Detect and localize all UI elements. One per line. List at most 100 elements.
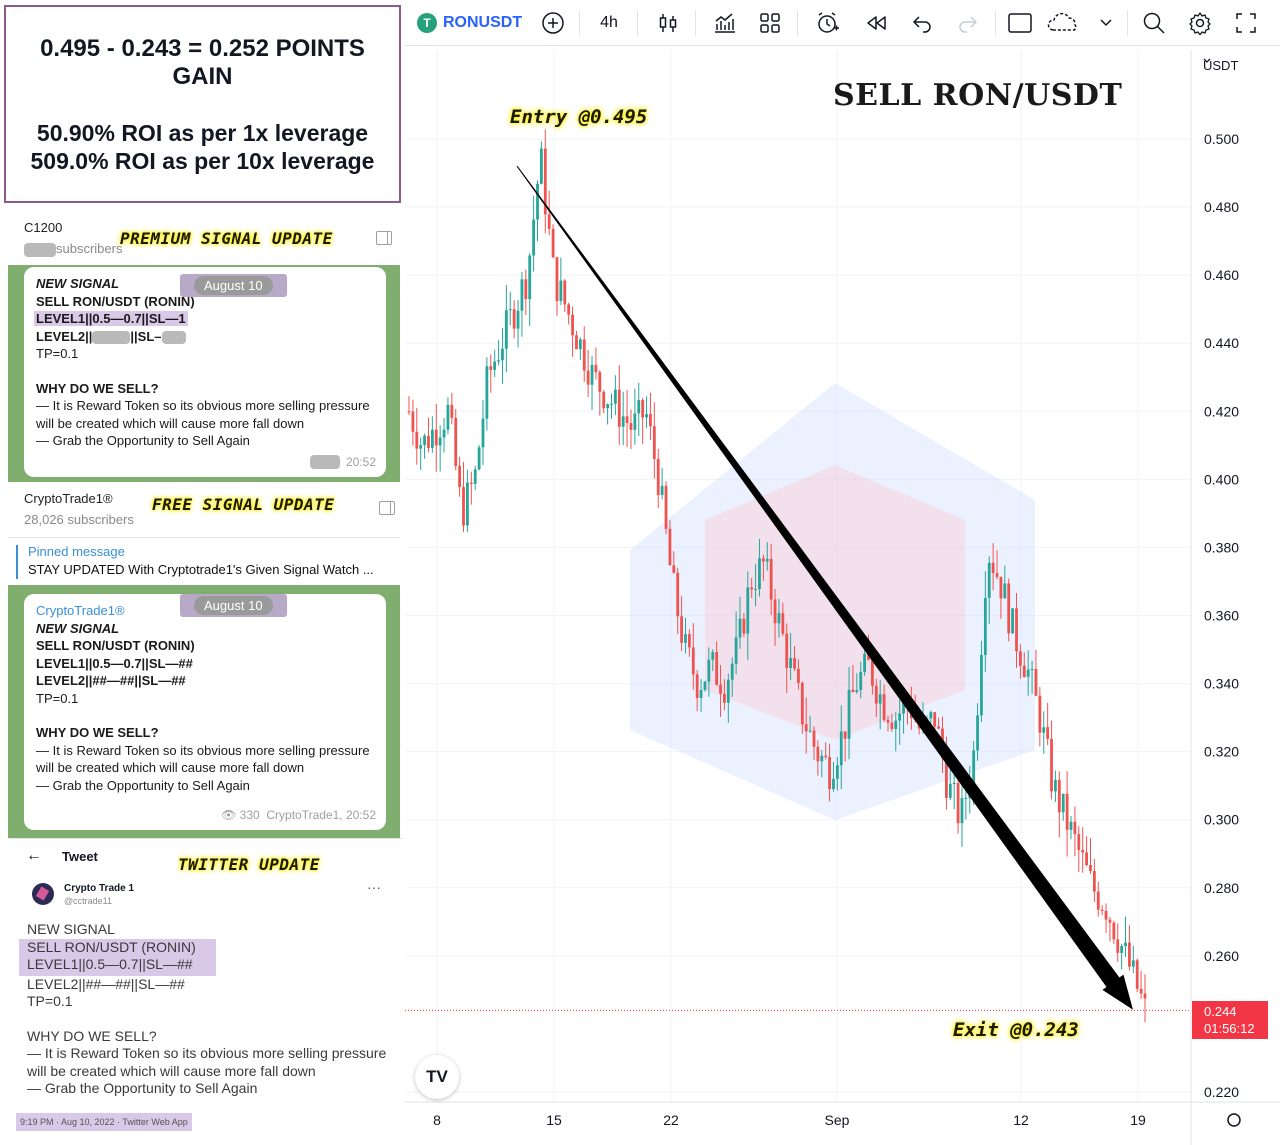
gear-icon[interactable] [1185,0,1215,46]
msg-line: WHY DO WE SELL? [36,725,159,740]
search-icon[interactable] [1139,0,1169,46]
premium-channel-header[interactable]: C1200 subscribers PREMIUM SIGNAL UPDATE [8,210,400,265]
y-tick-label: 0.300 [1204,812,1239,828]
candle-body [882,694,886,720]
pinned-message[interactable]: Pinned message STAY UPDATED With Cryptot… [8,537,400,585]
tweet-header-title: Tweet [62,849,98,864]
plus-circle-icon[interactable] [539,0,567,46]
candle-body [680,616,683,643]
y-tick-label: 0.320 [1204,744,1239,760]
alert-icon[interactable] [813,0,843,46]
candle-body [641,400,645,418]
candle-body [625,416,629,424]
candle-body [649,414,652,427]
free-message-bubble: CryptoTrade1® NEW SIGNAL SELL RON/USDT (… [24,594,386,830]
back-arrow-icon[interactable]: ← [26,847,42,864]
premium-subscribers: subscribers [24,241,122,257]
candle-body [427,435,430,448]
candle-body [415,431,419,449]
avatar[interactable] [32,883,54,905]
tweet-highlight: SELL RON/USDT (RONIN) LEVEL1||0.5—0.7||S… [19,938,216,976]
candle-body [1085,852,1088,866]
free-channel-header[interactable]: CryptoTrade1® 28,026 subscribers FREE SI… [8,482,400,537]
candle-body [1003,583,1007,599]
msg-line: — Grab the Opportunity to Sell Again [36,777,250,793]
candle-body [1073,821,1077,835]
candle-body [793,658,796,669]
candle-body [508,309,512,311]
candle-body [789,658,793,668]
toolbar-divider [1127,10,1128,36]
tweet-line: WHY DO WE SELL? [27,1027,157,1044]
x-tick-label: 12 [1013,1112,1029,1128]
candle-body [878,694,882,704]
candle-body [785,633,789,668]
replay-icon[interactable] [861,0,891,46]
cloud-icon[interactable] [1045,0,1085,46]
chart-canvas[interactable]: 0.500 0.480 0.460 0.440 0.420 0.400 0.380 0.360… [405,50,1280,1145]
tradingview-logo-icon[interactable]: TV [415,1055,459,1099]
candle-body [1054,779,1057,792]
symbol-search-button[interactable]: T RONUSDT [417,0,522,46]
undo-icon[interactable] [907,0,937,46]
candle-body [1011,608,1014,634]
toolbar-divider [995,10,996,36]
rectangle-icon[interactable] [1005,0,1035,46]
candle-body [1096,891,1100,910]
candles-icon[interactable] [653,0,683,46]
candle-countdown: 01:56:12 [1204,1021,1255,1036]
tweet-username[interactable]: Crypto Trade 1 [64,883,135,894]
toolbar-divider [637,10,638,36]
candle-body [711,652,715,660]
message-sender[interactable]: CryptoTrade1® [36,603,125,618]
twitter-update-overlay: TWITTER UPDATE [178,855,320,874]
candle-body [820,755,824,762]
candle-body [1034,669,1038,696]
candle-body [419,445,423,449]
y-tick-label: 0.500 [1204,131,1239,147]
candle-body [999,576,1003,599]
candle-body [769,558,773,600]
candle-body [976,715,979,751]
msg-line: LEVEL2||##—##||SL—## [36,673,186,688]
candle-body [676,572,680,617]
entry-annotation: Entry @0.495 [510,106,648,128]
chevron-down-icon[interactable] [1095,0,1117,46]
price-chart[interactable]: 0.500 0.480 0.460 0.440 0.420 0.400 0.380 0.360… [405,50,1280,1145]
candle-body [434,429,438,446]
interval-button[interactable]: 4h [600,14,618,31]
exit-annotation: Exit @0.243 [953,1019,1079,1041]
candle-body [1104,910,1108,920]
last-price-badge: 0.244 01:56:12 [1192,1001,1268,1039]
candle-body [687,634,691,648]
candle-body [637,400,641,414]
candle-body [902,699,905,714]
y-tick-label: 0.480 [1204,199,1239,215]
tether-coin-icon: T [417,13,437,33]
candle-body [501,348,504,361]
layout-icon[interactable] [755,0,785,46]
candle-body [1120,945,1124,953]
currency-dropdown[interactable]: USDT [1203,58,1239,73]
candle-body [617,389,621,427]
candle-body [691,647,695,675]
free-signal-overlay: FREE SIGNAL UPDATE [152,495,335,514]
candle-body [485,366,489,419]
tweet-handle: @cctrade11 [64,896,112,906]
sidebar-toggle-icon[interactable] [379,501,395,515]
candle-body [867,653,870,660]
fullscreen-icon[interactable] [1231,0,1261,46]
candle-body [536,183,539,220]
candle-body [746,587,750,634]
more-options-icon[interactable]: ··· [367,879,381,895]
candle-body [797,668,800,683]
sidebar-toggle-icon[interactable] [376,231,392,245]
indicators-icon[interactable] [710,0,740,46]
plot-background [405,50,1191,1102]
redo-icon[interactable] [953,0,983,46]
msg-line: TP=0.1 [36,690,79,706]
candle-body [598,372,602,392]
tweet-line: — It is Reward Token so its obvious more… [27,1045,387,1079]
candle-body [1116,939,1120,953]
tweet-panel: ← Tweet TWITTER UPDATE Crypto Trade 1 @c… [8,838,403,1145]
